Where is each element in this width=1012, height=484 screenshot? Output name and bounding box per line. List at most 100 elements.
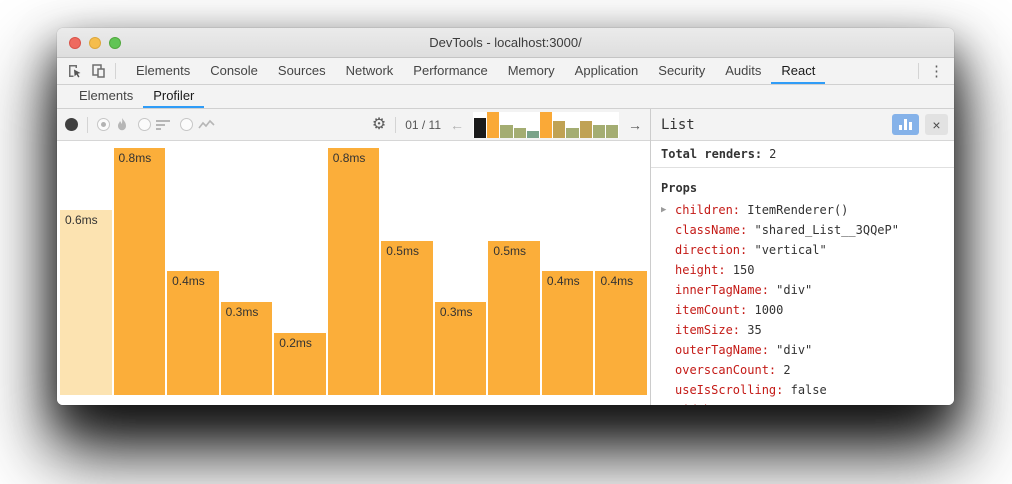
prop-row-itemSize: itemSize: 35 <box>661 320 944 340</box>
devtools-tool-icons <box>57 58 120 84</box>
commit-bar-label: 0.5ms <box>493 244 527 258</box>
prop-row-className: className: "shared_List__3QQeP" <box>661 220 944 240</box>
commit-bar-6[interactable]: 0.8ms <box>327 148 380 395</box>
flame-icon <box>115 117 129 132</box>
total-renders-value: 2 <box>769 147 777 161</box>
traffic-lights <box>69 28 121 57</box>
prop-row-overscanCount: overscanCount: 2 <box>661 360 944 380</box>
prop-key: children: <box>675 203 748 217</box>
prop-key: direction: <box>675 243 755 257</box>
commit-bar-7[interactable]: 0.5ms <box>381 241 433 395</box>
prop-value: "shared_List__3QQeP" <box>754 223 899 237</box>
tab-audits[interactable]: Audits <box>725 62 762 78</box>
tab-react[interactable]: React <box>771 58 826 84</box>
commit-thumbnail-strip[interactable] <box>473 111 619 138</box>
prev-commit-arrow[interactable]: ← <box>450 116 464 133</box>
commit-thumbnail-2[interactable] <box>487 111 500 138</box>
commit-bar-5[interactable]: 0.2ms <box>274 333 326 395</box>
devtools-window: DevTools - localhost:3000/ Elements Conso… <box>57 28 954 405</box>
commit-thumbnail-6[interactable] <box>539 111 553 138</box>
prop-value: 35 <box>747 323 762 337</box>
prop-key: itemSize: <box>675 323 748 337</box>
prop-row-height: height: 150 <box>661 260 944 280</box>
tab-network[interactable]: Network <box>345 62 394 78</box>
commit-thumbnail-3[interactable] <box>500 124 513 138</box>
view-flamegraph-option[interactable] <box>97 117 129 132</box>
view-component-chart-button[interactable] <box>892 114 919 135</box>
prop-key: className: <box>675 223 755 237</box>
commit-thumbnail-8[interactable] <box>566 127 579 138</box>
devtools-tabs: Elements Console Sources Network Performance… <box>126 58 918 84</box>
tab-security[interactable]: Security <box>658 62 706 78</box>
view-ranked-option[interactable] <box>138 118 171 131</box>
devtools-menu-button[interactable]: ⋮ <box>929 63 944 80</box>
next-commit-arrow[interactable]: → <box>628 116 642 133</box>
prop-row-direction: direction: "vertical" <box>661 240 944 260</box>
commit-thumbnail-1-selected[interactable] <box>474 118 487 138</box>
commit-thumbnail-7[interactable] <box>553 121 566 138</box>
commit-bar-10[interactable]: 0.4ms <box>541 271 594 395</box>
commit-thumbnail-9[interactable] <box>579 121 592 138</box>
tab-application[interactable]: Application <box>574 62 639 78</box>
prop-value: 300 <box>726 403 748 405</box>
close-window-button[interactable] <box>69 36 81 49</box>
ranked-chart-icon <box>156 118 171 131</box>
view-interactions-option[interactable] <box>180 118 215 131</box>
props-section-title: Props <box>661 181 698 195</box>
expand-caret-icon[interactable]: ▶ <box>661 205 667 215</box>
commit-bar-9[interactable]: 0.5ms <box>488 241 540 395</box>
commit-bar-label: 0.8ms <box>332 151 366 165</box>
commit-thumbnail-10[interactable] <box>592 124 605 138</box>
tab-performance[interactable]: Performance <box>413 62 488 78</box>
prop-key: width: <box>675 403 726 405</box>
prop-row-width: width: 300 <box>661 400 944 405</box>
title-bar: DevTools - localhost:3000/ <box>57 28 954 58</box>
device-toolbar-icon[interactable] <box>91 63 107 79</box>
commit-bar-label: 0.3ms <box>439 305 473 319</box>
zoom-window-button[interactable] <box>109 36 121 49</box>
minimize-window-button[interactable] <box>89 36 101 49</box>
commit-bar-11[interactable]: 0.4ms <box>595 271 648 395</box>
prop-value: ItemRenderer() <box>747 203 849 217</box>
commit-bar-label: 0.4ms <box>600 274 634 288</box>
total-renders-row: Total renders: 2 <box>651 141 954 168</box>
profiler-settings-gear-icon[interactable]: ⚙ <box>371 115 387 133</box>
commit-bar-8[interactable]: 0.3ms <box>434 302 487 395</box>
flamegraph-radio[interactable] <box>97 118 110 131</box>
ranked-radio[interactable] <box>138 118 151 131</box>
commit-bar-3[interactable]: 0.4ms <box>167 271 219 395</box>
tab-console[interactable]: Console <box>210 62 258 78</box>
prop-value: "div" <box>776 283 813 297</box>
commit-bar-label: 0.4ms <box>546 274 580 288</box>
prop-value: 2 <box>783 363 791 377</box>
devtools-tab-bar: Elements Console Sources Network Performance… <box>57 58 954 85</box>
commit-bar-2[interactable]: 0.8ms <box>113 148 166 395</box>
prop-row-children[interactable]: ▶ children: ItemRenderer() <box>661 200 944 220</box>
inspect-element-icon[interactable] <box>67 63 83 79</box>
tab-sources[interactable]: Sources <box>277 62 326 78</box>
interactions-radio[interactable] <box>180 118 193 131</box>
prop-value: false <box>790 383 827 397</box>
commit-thumbnail-5[interactable] <box>526 131 539 138</box>
toolbar-separator <box>87 116 88 133</box>
commit-thumbnail-4[interactable] <box>513 127 526 138</box>
commit-bar-label: 0.5ms <box>386 244 419 258</box>
commit-bar-label: 0.4ms <box>172 274 205 288</box>
window-title: DevTools - localhost:3000/ <box>429 35 582 50</box>
react-subtab-elements[interactable]: Elements <box>79 88 134 103</box>
record-button[interactable] <box>65 118 78 131</box>
prop-value: "vertical" <box>754 243 827 257</box>
commit-flamegraph-chart: 0.6ms 0.8ms 0.4ms 0.3ms 0.2ms 0.8ms 0.5ms 0.3ms… <box>57 141 650 405</box>
commit-bar-1-selected[interactable]: 0.6ms <box>60 210 112 395</box>
commit-bar-label: 0.8ms <box>118 151 152 165</box>
tab-memory[interactable]: Memory <box>507 62 555 78</box>
commit-bar-label: 0.3ms <box>225 305 259 319</box>
commit-thumbnail-11[interactable] <box>605 124 619 138</box>
react-subtab-profiler[interactable]: Profiler <box>143 85 205 108</box>
prop-value: 150 <box>732 263 755 277</box>
commit-bar-4[interactable]: 0.3ms <box>220 302 273 395</box>
prop-value: 1000 <box>754 303 784 317</box>
interactions-icon <box>198 119 215 131</box>
close-details-button[interactable]: × <box>925 114 948 135</box>
tab-elements[interactable]: Elements <box>136 62 191 78</box>
